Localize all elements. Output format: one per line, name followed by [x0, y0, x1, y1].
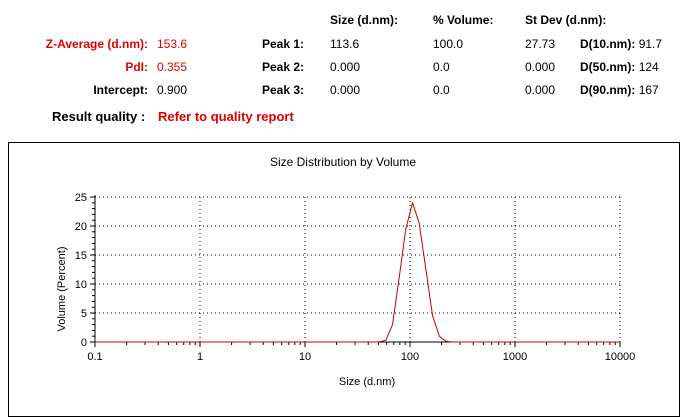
- peak-2-label: Peak 2:: [261, 60, 304, 74]
- peak-1-volume: 100.0: [433, 37, 464, 51]
- d50-value: 124: [638, 60, 659, 74]
- peak-1-label: Peak 1:: [261, 37, 304, 51]
- peak-2-size: 0.000: [330, 60, 361, 74]
- d10-value: 91.7: [638, 37, 663, 51]
- chart-title: Size Distribution by Volume: [270, 155, 416, 169]
- pdi-label: PdI:: [125, 60, 148, 74]
- size-column-header: Size (d.nm):: [330, 13, 398, 27]
- size-distribution-chart-panel: 0 5 10 15 20 25 0.1 1 10 100 1000 10000 Size Distri…: [8, 142, 680, 417]
- d10-readout: D(10.nm): 91.7: [580, 37, 662, 51]
- y-tick-label: 25: [75, 192, 87, 204]
- d90-readout: D(90.nm): 167: [580, 83, 659, 97]
- d10-label: D(10.nm):: [580, 37, 636, 51]
- peak-3-label: Peak 3:: [261, 83, 304, 97]
- d50-readout: D(50.nm): 124: [580, 60, 659, 74]
- x-axis-title: Size (d.nm): [339, 376, 395, 388]
- peak-1-size: 113.6: [330, 37, 360, 51]
- y-tick-label: 0: [81, 337, 87, 349]
- y-tick-label: 5: [81, 308, 87, 320]
- stdev-column-header: St Dev (d.nm):: [525, 13, 607, 27]
- intercept-value: 0.900: [157, 83, 188, 97]
- y-tick-label: 15: [75, 250, 87, 262]
- peak-3-volume: 0.0: [433, 83, 450, 97]
- intercept-label: Intercept:: [93, 83, 148, 97]
- peak-2-stdev: 0.000: [525, 60, 556, 74]
- result-quality-link[interactable]: Refer to quality report: [158, 109, 294, 124]
- peak-1-stdev: 27.73: [525, 37, 556, 51]
- y-axis-title: Volume (Percent): [56, 247, 68, 332]
- x-tick-label: 100: [401, 351, 419, 363]
- y-tick-label: 20: [75, 221, 87, 233]
- peak-3-size: 0.000: [330, 83, 361, 97]
- d50-label: D(50.nm):: [580, 60, 636, 74]
- d90-label: D(90.nm):: [580, 83, 636, 97]
- peak-2-volume: 0.0: [433, 60, 450, 74]
- d90-value: 167: [638, 83, 659, 97]
- peak-3-stdev: 0.000: [525, 83, 556, 97]
- zavg-value: 153.6: [157, 37, 188, 51]
- x-tick-label: 0.1: [87, 351, 102, 363]
- x-tick-label: 1000: [503, 351, 527, 363]
- volume-column-header: % Volume:: [433, 13, 494, 27]
- y-tick-label: 10: [75, 279, 87, 291]
- zavg-label: Z-Average (d.nm):: [45, 37, 148, 51]
- x-tick-label: 1: [197, 351, 203, 363]
- result-quality-label: Result quality :: [52, 109, 146, 124]
- size-distribution-chart: 0 5 10 15 20 25 0.1 1 10 100 1000 10000 Size Distri…: [56, 155, 636, 388]
- volume-distribution-line: [95, 201, 620, 343]
- pdi-value: 0.355: [157, 60, 188, 74]
- x-tick-label: 10000: [605, 351, 636, 363]
- x-tick-label: 10: [299, 351, 311, 363]
